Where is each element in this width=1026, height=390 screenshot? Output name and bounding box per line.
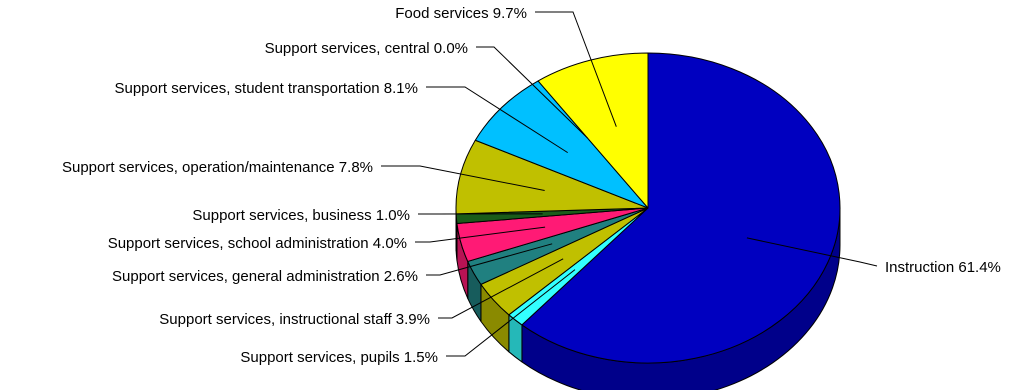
slice-label-8: Support services, central 0.0% — [265, 40, 468, 57]
leader-line-8 — [476, 46, 588, 139]
leader-line-9 — [535, 11, 617, 127]
slice-label-2: Support services, instructional staff 3.… — [159, 311, 430, 328]
pie-slice-6 — [455, 139, 649, 215]
leader-line-2 — [438, 258, 564, 319]
slice-label-5: Support services, business 1.0% — [192, 207, 410, 224]
pie-slice-9 — [537, 52, 649, 209]
leader-line-6 — [381, 165, 545, 191]
leader-line-1 — [446, 269, 576, 357]
pie-slices — [455, 52, 841, 364]
label-leader-lines — [381, 11, 878, 357]
leader-line-7 — [426, 86, 568, 154]
slice-label-9: Food services 9.7% — [395, 5, 527, 22]
slice-label-0: Instruction 61.4% — [885, 259, 1001, 276]
leader-line-0 — [746, 237, 878, 267]
slice-label-6: Support services, operation/maintenance … — [62, 159, 373, 176]
slice-label-4: Support services, school administration … — [108, 235, 407, 252]
leader-line-4 — [415, 226, 546, 243]
slice-labels: Instruction 61.4% Support services, pupil… — [62, 5, 1001, 366]
pie-slice-7 — [474, 80, 649, 209]
pie-slice-0 — [521, 52, 841, 364]
slice-label-7: Support services, student transportation… — [114, 80, 418, 97]
leader-line-3 — [426, 243, 553, 276]
slice-label-1: Support services, pupils 1.5% — [240, 349, 438, 366]
slice-label-3: Support services, general administration… — [112, 268, 418, 285]
